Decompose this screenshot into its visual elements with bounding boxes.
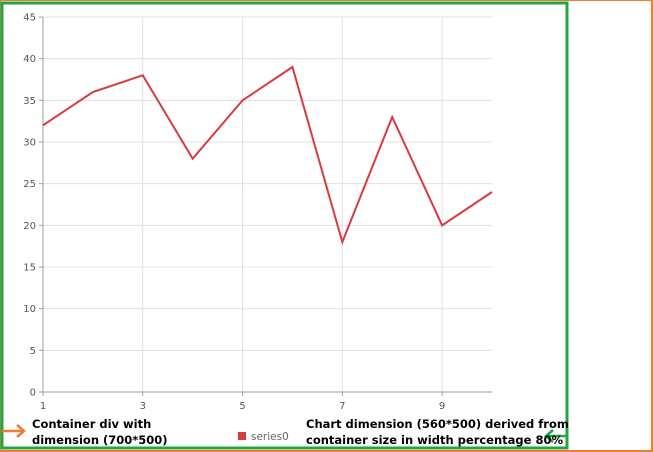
x-tick-label: 1 [40,401,46,412]
data-point[interactable] [340,240,344,244]
y-tick-label: 15 [23,263,36,274]
legend-label-series0: series0 [251,431,289,443]
data-point[interactable] [490,190,494,194]
y-tick-label: 30 [23,138,36,149]
data-point[interactable] [91,90,95,94]
series-layer [41,65,494,246]
x-tick-label: 5 [239,401,245,412]
arrow-right-icon [2,424,26,438]
y-tick-label: 45 [23,13,36,24]
y-tick-label: 35 [23,96,36,107]
data-point[interactable] [290,65,294,69]
y-tick-label: 5 [30,346,36,357]
data-point[interactable] [390,115,394,119]
axes [39,16,492,396]
data-point[interactable] [191,157,195,161]
y-tick-label: 20 [23,221,36,232]
y-tick-label: 10 [23,304,36,315]
arrow-left-icon [544,429,567,443]
legend[interactable]: series0 [238,431,289,443]
series-line-series0[interactable] [42,65,493,246]
chart-annotation-line2: container size in width percentage 80% [306,433,563,447]
container-annotation: Container div with dimension (700*500) [32,416,168,448]
data-point[interactable] [440,223,444,227]
chart-annotation: Chart dimension (560*500) derived from c… [306,416,569,448]
container-annotation-line1: Container div with [32,417,152,431]
chart-outline [0,1,569,450]
x-tick-label: 9 [439,401,445,412]
legend-swatch-series0 [238,432,246,440]
data-point[interactable] [141,73,145,77]
grid-lines [43,16,492,392]
container-annotation-line2: dimension (700*500) [32,433,168,447]
x-tick-label: 7 [339,401,345,412]
y-tick-label: 0 [30,388,36,399]
data-point[interactable] [241,98,245,102]
chart-annotation-line1: Chart dimension (560*500) derived from [306,417,569,431]
data-point[interactable] [41,123,45,127]
y-tick-label: 40 [23,54,36,65]
x-tick-label: 3 [140,401,146,412]
y-tick-label: 25 [23,179,36,190]
